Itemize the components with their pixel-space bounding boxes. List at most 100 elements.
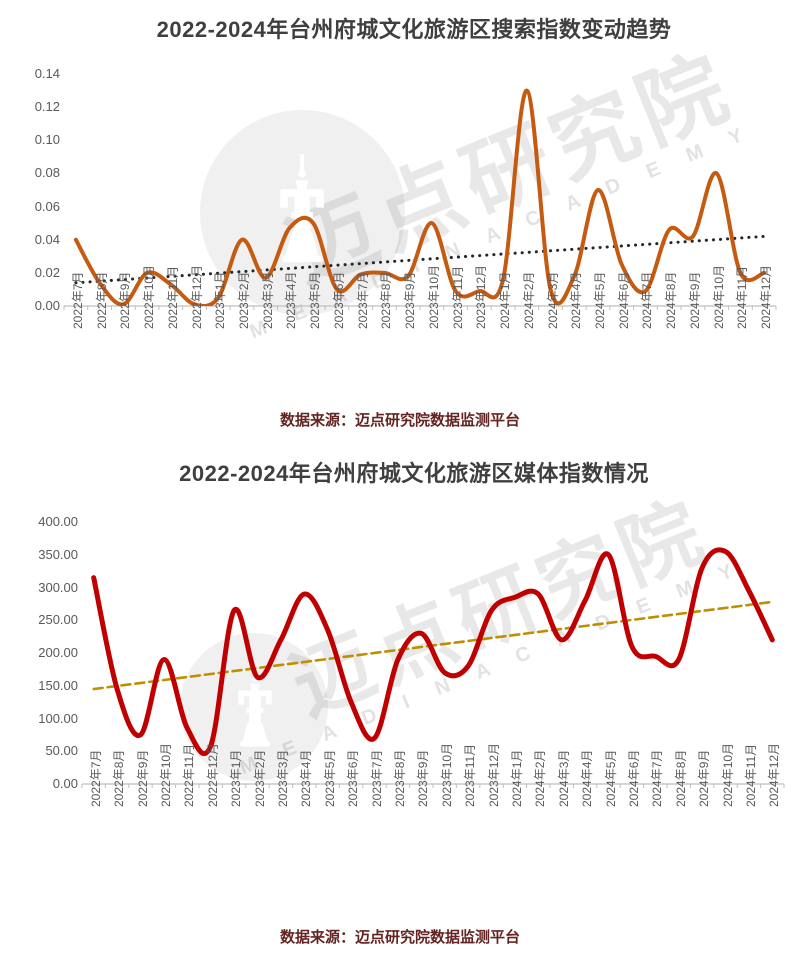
x-axis-label: 2023年4月: [299, 749, 314, 807]
x-axis-label-slot: 2024年5月: [591, 271, 607, 410]
x-axis-label-slot: 2022年9月: [134, 749, 150, 888]
y-axis-label: 0.10: [34, 132, 60, 148]
x-axis-label: 2024年5月: [593, 271, 607, 329]
y-axis-label: 0.06: [34, 198, 60, 214]
x-axis-label-slot: 2022年8月: [110, 749, 127, 888]
x-axis-label: 2024年6月: [626, 749, 641, 807]
x-axis-label: 2024年10月: [711, 264, 726, 329]
x-axis-label-slot: 2022年11月: [180, 743, 197, 888]
x-axis-label-slot: 2022年9月: [116, 272, 132, 410]
x-axis-label: 2022年11月: [182, 743, 197, 807]
y-axis-label: 200.00: [38, 645, 78, 660]
x-axis-label-slot: 2024年8月: [662, 271, 679, 410]
x-axis-label-slot: 2023年4月: [282, 271, 299, 410]
x-axis-label: 2023年7月: [355, 271, 370, 329]
x-axis-label: 2023年10月: [439, 742, 454, 807]
x-axis-label: 2024年10月: [720, 742, 735, 807]
x-axis-label: 2023年10月: [426, 264, 441, 329]
x-axis-label-slot: 2024年6月: [625, 749, 641, 888]
y-axis-label: 250.00: [38, 612, 78, 628]
x-axis-label-slot: 2023年1月: [211, 271, 228, 410]
x-axis-label: 2022年9月: [135, 749, 150, 807]
x-axis-label: 2022年12月: [205, 742, 220, 807]
x-axis-label: 2024年8月: [664, 271, 679, 329]
x-axis-label-slot: 2023年12月: [472, 264, 489, 410]
x-axis-label-slot: 2023年1月: [227, 749, 244, 888]
x-axis-label: 2022年11月: [165, 265, 180, 329]
x-axis-label: 2024年5月: [603, 749, 618, 807]
y-axis-label: 0.14: [34, 66, 60, 81]
y-axis-label: 0.08: [34, 165, 60, 181]
x-axis-label-slot: 2023年3月: [274, 749, 290, 888]
y-axis-label: 350.00: [38, 546, 78, 562]
x-axis-label-slot: 2024年11月: [733, 266, 749, 410]
x-axis-label: 2024年1月: [498, 271, 513, 329]
x-axis-label: 2024年4月: [569, 271, 584, 329]
x-axis-label-slot: 2024年10月: [719, 742, 735, 888]
x-axis-label-slot: 2023年6月: [344, 749, 361, 888]
x-axis-label-slot: 2023年5月: [321, 750, 337, 888]
x-axis-label-slot: 2024年12月: [765, 742, 782, 888]
x-axis-label-slot: 2023年12月: [485, 742, 501, 888]
x-axis-label: 2024年4月: [580, 749, 595, 807]
x-axis-label-slot: 2023年10月: [425, 264, 441, 410]
x-axis-label: 2024年3月: [545, 271, 560, 329]
y-axis-label: 0.04: [34, 231, 60, 247]
x-axis-label-slot: 2022年12月: [204, 742, 220, 888]
x-axis-label-slot: 2024年10月: [710, 264, 726, 410]
x-axis-label: 2023年7月: [369, 749, 384, 807]
x-axis-label-slot: 2023年2月: [251, 750, 267, 888]
x-axis-label: 2022年8月: [112, 749, 127, 807]
x-axis-label: 2024年7月: [650, 749, 665, 807]
x-axis-label-slot: 2022年11月: [164, 265, 180, 410]
x-axis-label: 2024年2月: [533, 749, 548, 807]
x-axis-label: 2022年10月: [142, 264, 157, 329]
chart-title-search-index: 2022-2024年台州府城文化旅游区搜索指数变动趋势: [156, 17, 672, 42]
x-axis-label: 2023年9月: [403, 271, 418, 329]
x-axis-label-slot: 2024年3月: [544, 271, 560, 410]
x-axis-label: 2023年12月: [474, 264, 489, 329]
x-axis-label: 2024年3月: [556, 749, 571, 807]
x-axis-label: 2023年6月: [346, 749, 361, 807]
x-axis-label: 2022年10月: [158, 742, 173, 807]
x-axis-label: 2023年6月: [331, 271, 346, 329]
x-axis-label: 2023年8月: [379, 271, 394, 329]
x-axis-label: 2022年7月: [88, 749, 103, 807]
x-axis-label-slot: 2024年8月: [672, 750, 688, 888]
x-axis-label: 2023年1月: [229, 749, 244, 807]
chart-title-media-index: 2022-2024年台州府城文化旅游区媒体指数情况: [179, 461, 649, 486]
x-axis-label-slot: 2024年11月: [742, 743, 758, 888]
y-axis-label: 0.00: [34, 298, 60, 313]
x-axis-label-slot: 2023年11月: [449, 266, 465, 410]
x-axis-label-slot: 2023年9月: [401, 271, 418, 410]
x-axis-label-slot: 2022年7月: [69, 272, 85, 410]
x-axis-label: 2023年12月: [486, 742, 501, 807]
x-axis-label: 2024年11月: [743, 743, 758, 807]
x-axis-label-slot: 2023年5月: [306, 272, 322, 410]
y-axis-label: 50.00: [45, 743, 78, 759]
x-axis-label-slot: 2023年8月: [391, 749, 407, 888]
x-axis-label-slot: 2024年1月: [508, 749, 524, 888]
y-axis-label: 100.00: [38, 710, 78, 726]
x-axis-label-slot: 2022年8月: [93, 272, 109, 410]
x-axis-label: 2024年9月: [687, 271, 702, 329]
x-axis-label-slot: 2024年2月: [531, 749, 548, 888]
x-axis-label: 2023年8月: [392, 749, 407, 807]
tower-logo-icon: [280, 154, 324, 263]
x-axis-label: 2024年12月: [767, 742, 782, 807]
x-axis-label: 2023年3月: [275, 749, 290, 807]
data-source-caption: 数据来源：迈点研究院数据监测平台: [279, 412, 520, 429]
x-axis-label-slot: 2022年12月: [188, 264, 204, 410]
x-axis-label-slot: 2024年2月: [520, 272, 536, 410]
x-axis-label-slot: 2024年9月: [686, 271, 702, 410]
x-axis-label: 2023年1月: [213, 271, 228, 329]
x-axis-label: 2022年12月: [189, 264, 204, 329]
x-axis-label: 2024年1月: [509, 749, 524, 807]
x-axis-label-slot: 2024年4月: [567, 271, 584, 410]
x-axis-label: 2023年4月: [284, 271, 299, 329]
x-axis-label-slot: 2023年6月: [330, 271, 346, 410]
x-axis-label-slot: 2024年7月: [638, 272, 654, 410]
x-axis-label-slot: 2023年10月: [438, 742, 454, 888]
x-axis-label-slot: 2022年10月: [157, 742, 173, 888]
